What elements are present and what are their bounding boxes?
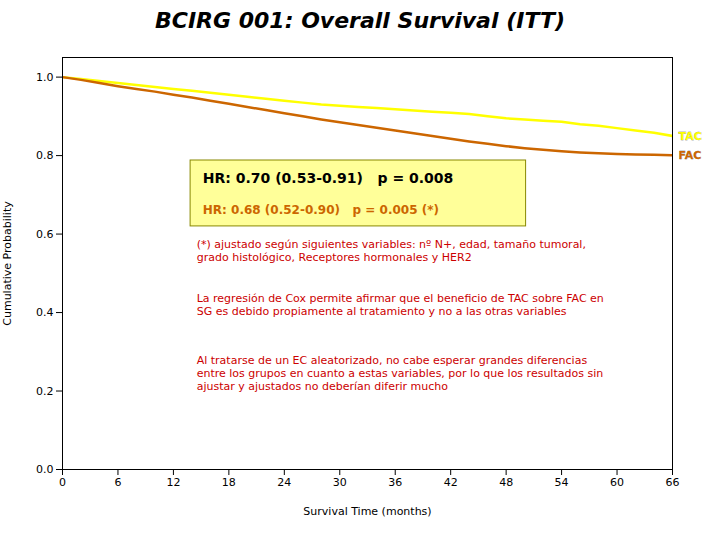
svg-text:1.0: 1.0 <box>36 71 54 84</box>
svg-text:12: 12 <box>166 476 180 489</box>
svg-text:6: 6 <box>114 476 121 489</box>
svg-text:48: 48 <box>499 476 513 489</box>
svg-text:FAC: FAC <box>679 149 702 162</box>
svg-text:30: 30 <box>333 476 347 489</box>
svg-text:18: 18 <box>222 476 236 489</box>
svg-text:0: 0 <box>59 476 66 489</box>
svg-text:0.4: 0.4 <box>36 306 54 319</box>
svg-text:HR: 0.70 (0.53-0.91) p = 0.0: HR: 0.70 (0.53-0.91) p = 0.008 <box>203 170 453 186</box>
svg-text:TAC: TAC <box>679 129 702 142</box>
html-text:BCIRG 001: Overall Survival (I: BCIRG 001: Overall Survival (ITT) <box>155 8 565 33</box>
svg-text:Cumulative Probability: Cumulative Probability <box>1 201 14 326</box>
svg-text:60: 60 <box>610 476 624 489</box>
svg-text:24: 24 <box>277 476 291 489</box>
svg-text:Al tratarse de un EC aleatoriz: Al tratarse de un EC aleatorizado, no ca… <box>197 354 603 393</box>
svg-text:36: 36 <box>388 476 402 489</box>
svg-text:0.0: 0.0 <box>36 463 54 476</box>
svg-text:La regresión de Cox permite af: La regresión de Cox permite afirmar que … <box>197 292 604 318</box>
svg-text:HR: 0.68 (0.52-0.90) p = 0.0: HR: 0.68 (0.52-0.90) p = 0.005 (*) <box>203 203 439 217</box>
svg-text:0.8: 0.8 <box>36 149 54 162</box>
svg-text:Survival Time (months): Survival Time (months) <box>303 505 431 518</box>
svg-text:0.6: 0.6 <box>36 228 54 241</box>
svg-text:(*) ajustado según siguientes: (*) ajustado según siguientes variables:… <box>197 238 586 264</box>
svg-text:42: 42 <box>444 476 458 489</box>
svg-text:0.2: 0.2 <box>36 385 54 398</box>
svg-text:66: 66 <box>666 476 680 489</box>
svg-text:54: 54 <box>555 476 569 489</box>
